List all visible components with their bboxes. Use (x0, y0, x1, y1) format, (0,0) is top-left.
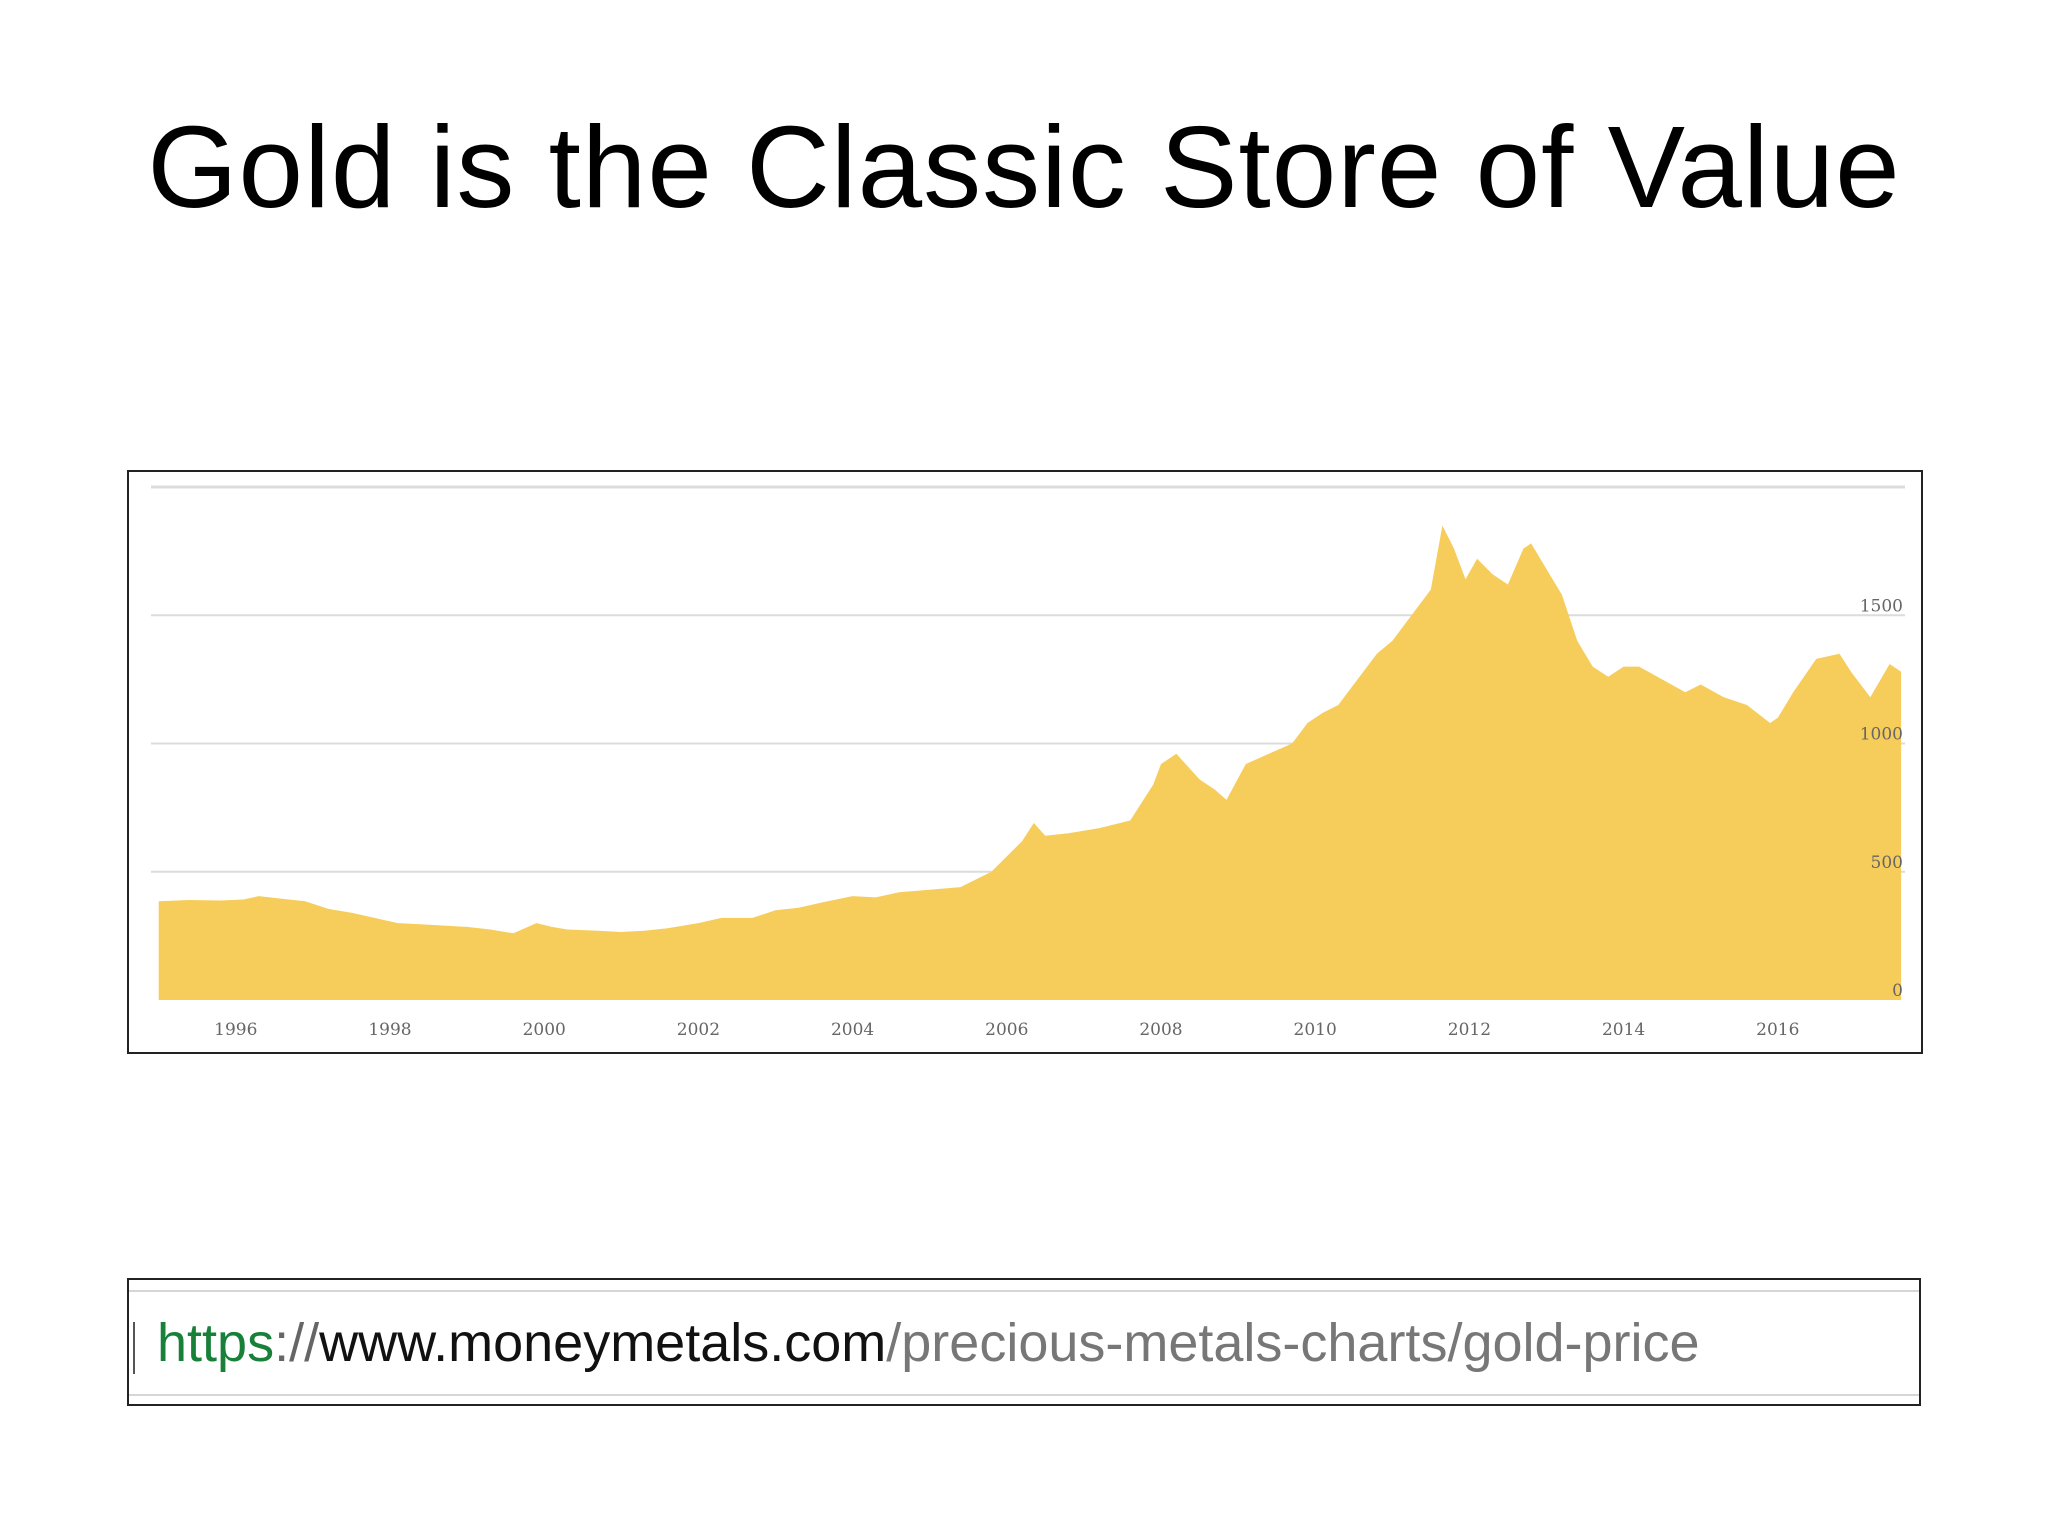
x-tick-label-2014: 2014 (1602, 1020, 1645, 1040)
x-tick-label-2012: 2012 (1448, 1020, 1491, 1040)
address-bar[interactable]: https://www.moneymetals.com/precious-met… (129, 1290, 1919, 1396)
url-screenshot: https://www.moneymetals.com/precious-met… (127, 1278, 1921, 1406)
url-text: https://www.moneymetals.com/precious-met… (157, 1312, 1700, 1374)
x-tick-label-2002: 2002 (677, 1020, 720, 1040)
url-separator: :// (274, 1313, 320, 1373)
x-tick-label-1996: 1996 (214, 1020, 257, 1040)
url-host: www.moneymetals.com (319, 1313, 887, 1373)
y-tick-label-1000: 1000 (1860, 725, 1903, 745)
x-tick-label-2006: 2006 (985, 1020, 1028, 1040)
x-tick-label-2008: 2008 (1139, 1020, 1182, 1040)
x-tick-label-1998: 1998 (368, 1020, 411, 1040)
url-path: /precious-metals-charts/gold-price (886, 1313, 1700, 1373)
x-tick-label-2000: 2000 (523, 1020, 566, 1040)
x-tick-label-2016: 2016 (1756, 1020, 1799, 1040)
x-tick-label-2004: 2004 (831, 1020, 874, 1040)
y-tick-label-500: 500 (1871, 853, 1903, 873)
url-scheme: https (157, 1313, 275, 1373)
x-tick-label-2010: 2010 (1294, 1020, 1337, 1040)
y-tick-label-1500: 1500 (1860, 596, 1903, 616)
gold-price-chart: 0 500 1000 1500 1996 1998 2000 2002 2004 2006 2008… (127, 470, 1923, 1054)
slide-title: Gold is the Classic Store of Value (147, 102, 1901, 232)
chart-svg: 0 500 1000 1500 1996 1998 2000 2002 2004 2006 2008… (151, 485, 1905, 1040)
text-cursor (133, 1322, 135, 1374)
price-area-series (158, 525, 1902, 1000)
y-tick-label-0: 0 (1892, 981, 1903, 1001)
